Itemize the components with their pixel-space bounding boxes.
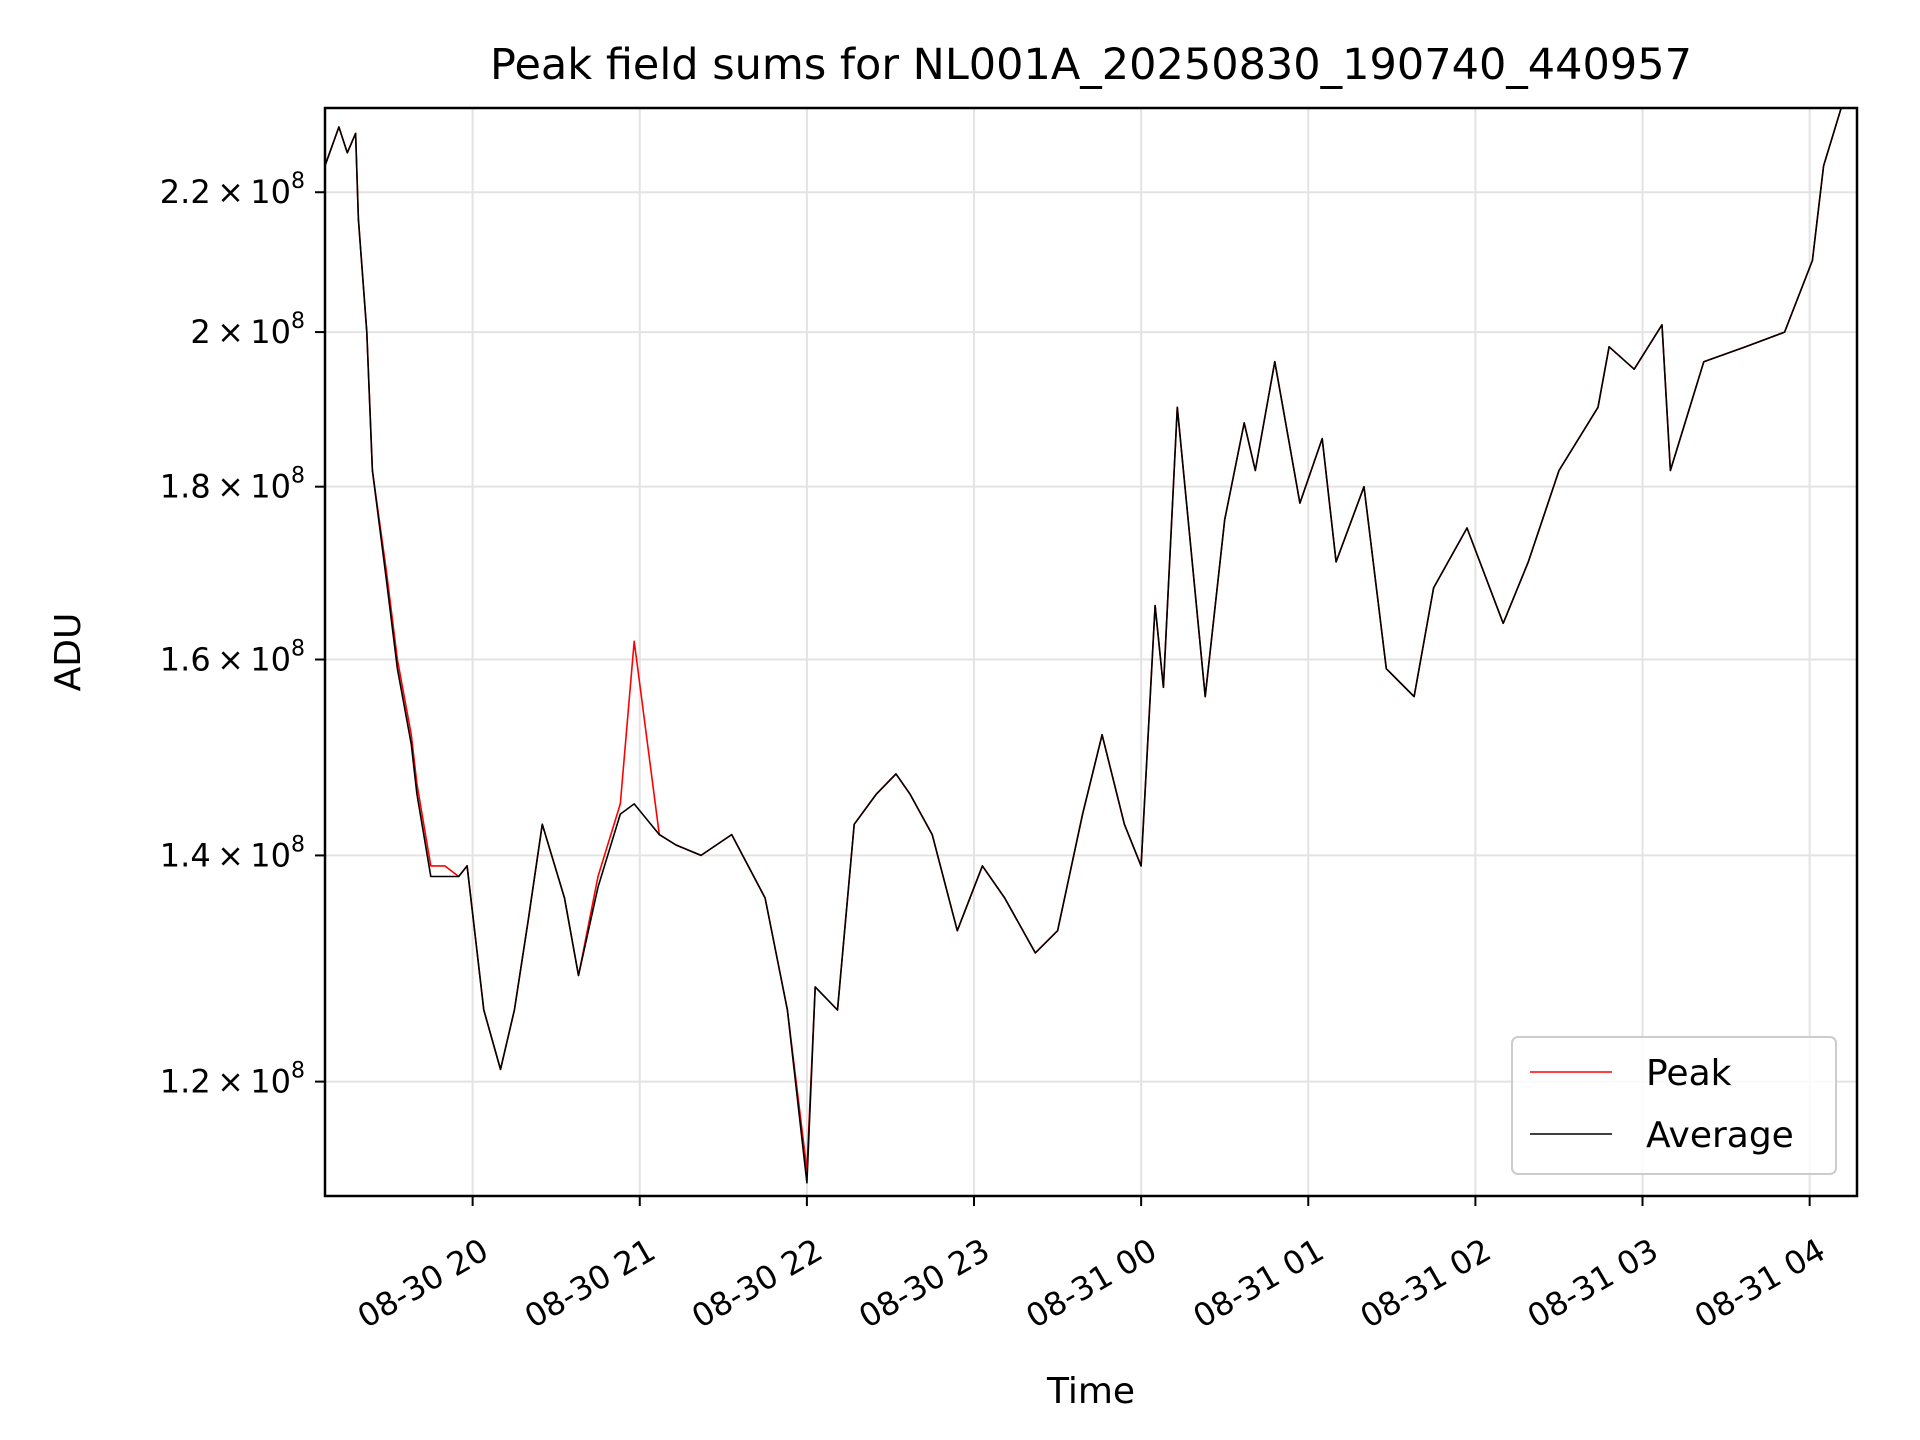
y-tick-label: 1.2 × 108 <box>160 1059 305 1101</box>
grid <box>325 108 1857 1196</box>
y-axis: 1.2 × 108 1.4 × 108 1.6 × 108 1.8 × 108 2 × … <box>160 169 325 1101</box>
series-area <box>325 108 1843 1184</box>
plot-frame <box>323 106 1859 1198</box>
legend-label-peak: Peak <box>1646 1053 1732 1094</box>
legend: Peak Average <box>1511 1036 1837 1175</box>
y-tick-label: 1.8 × 108 <box>160 464 305 506</box>
y-tick-label: 2 × 108 <box>190 309 305 351</box>
series-line-average <box>325 108 1843 1184</box>
y-tick-label: 1.4 × 108 <box>160 832 305 874</box>
y-axis-label: ADU <box>48 613 89 692</box>
y-tick-label: 1.6 × 108 <box>160 636 305 678</box>
y-tick-label: 2.2 × 108 <box>160 169 305 211</box>
x-axis-label: Time <box>1046 1371 1135 1412</box>
chart-title: Peak field sums for NL001A_20250830_1907… <box>490 40 1692 90</box>
legend-label-average: Average <box>1646 1115 1794 1156</box>
